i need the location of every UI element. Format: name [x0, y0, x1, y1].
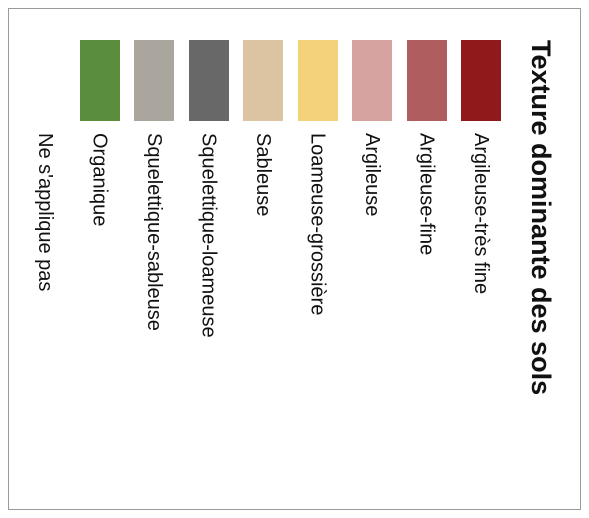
- legend-swatch: [134, 40, 174, 121]
- legend-panel: Texture dominante des sols Argileuse-trè…: [8, 8, 581, 510]
- legend-item-label: Argileuse: [361, 133, 383, 217]
- legend-swatch: [243, 40, 283, 121]
- legend-item-label: Argileuse-fine: [415, 133, 438, 256]
- legend-item-label: Squelettique-loameuse: [197, 133, 220, 338]
- legend-item-label: Squelettique-sableuse: [143, 133, 165, 331]
- legend-item-label: Organique: [88, 133, 111, 227]
- legend-item-label: Argileuse-très fine: [470, 133, 492, 295]
- legend-item-label: Sableuse: [252, 133, 274, 217]
- legend-item-label: Ne s'applique pas: [34, 133, 56, 292]
- legend-swatch: [188, 40, 229, 121]
- legend-swatch: [461, 40, 501, 121]
- legend-swatch: [297, 40, 338, 121]
- legend-title: Texture dominante des sols: [526, 40, 556, 396]
- legend-item-label: Loameuse-grossière: [306, 133, 329, 316]
- legend-swatch: [79, 40, 120, 121]
- legend-swatch: [352, 40, 392, 121]
- legend-swatch: [406, 40, 447, 121]
